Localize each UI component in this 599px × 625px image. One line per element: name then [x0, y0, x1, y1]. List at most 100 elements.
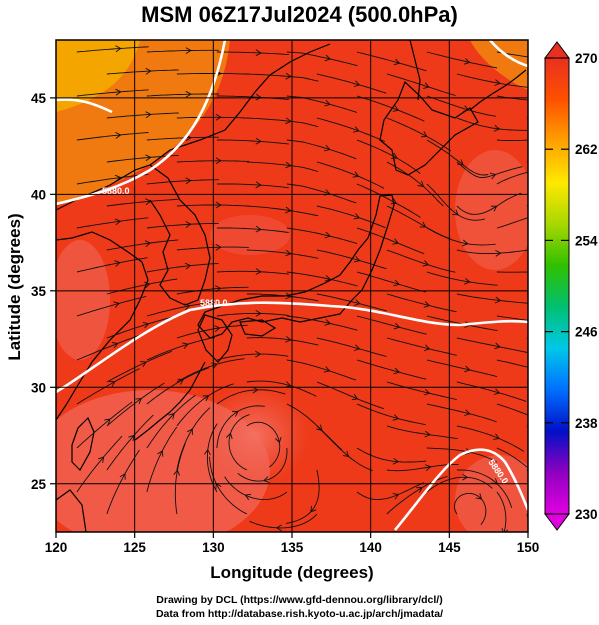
streamline-arrow	[353, 213, 361, 220]
streamline-arrow	[324, 319, 332, 326]
streamline-arrow	[391, 152, 398, 159]
streamline-arrow	[114, 218, 122, 226]
contour-5880-north-start	[56, 98, 113, 114]
streamlines	[76, 45, 528, 532]
streamline-arrow	[501, 528, 509, 532]
streamline	[286, 359, 357, 381]
streamline	[106, 414, 154, 471]
streamline	[356, 359, 427, 380]
streamline	[316, 205, 386, 229]
streamline	[286, 95, 357, 113]
streamline	[386, 337, 457, 356]
field-warm-west	[56, 240, 110, 360]
streamline-arrow	[285, 335, 292, 343]
streamline	[76, 333, 145, 361]
x-axis-title: Longitude (degrees)	[210, 563, 373, 582]
colorbar-tick-label: 254	[575, 233, 598, 248]
contour-5880-ne	[489, 40, 528, 68]
streamline	[286, 271, 358, 287]
coastline-sakhalin	[409, 40, 421, 101]
streamline	[176, 324, 248, 339]
streamline	[356, 403, 426, 426]
streamline	[356, 271, 427, 293]
coastline-korea	[149, 164, 211, 306]
streamline-arrow	[114, 260, 121, 267]
streamline-arrow	[157, 450, 164, 457]
streamline	[316, 425, 373, 472]
streamline	[456, 293, 528, 304]
coastline-philippines	[56, 489, 87, 532]
streamline	[456, 249, 528, 255]
streamline-arrow	[352, 171, 360, 178]
streamline	[456, 337, 528, 353]
y-tick-label: 45	[31, 91, 47, 106]
y-axis-title: Latitude (degrees)	[5, 213, 24, 360]
streamline-arrow	[285, 72, 292, 80]
streamline	[426, 476, 493, 493]
streamline-arrow	[215, 243, 222, 251]
streamline-arrow	[184, 262, 192, 270]
streamline	[286, 183, 357, 204]
streamline-arrow	[285, 206, 292, 214]
x-tick-label: 150	[517, 540, 540, 555]
streamline	[496, 359, 528, 368]
streamline	[426, 183, 486, 221]
coastline-china-east	[56, 231, 149, 421]
streamline	[216, 139, 289, 145]
x-tick-label: 120	[45, 540, 68, 555]
streamline-arrow	[285, 117, 292, 125]
streamline	[496, 139, 528, 141]
streamline	[496, 403, 528, 416]
streamline	[386, 381, 457, 401]
streamline-arrow	[493, 388, 501, 395]
streamline-arrow	[285, 292, 292, 300]
streamline	[456, 73, 528, 88]
credit-data-source: Data from http://database.rish.kyoto-u.a…	[155, 608, 444, 620]
streamline	[246, 249, 319, 259]
streamline-arrow	[255, 137, 262, 145]
streamline-arrow	[423, 82, 430, 89]
coastline-hokkaido	[379, 80, 479, 176]
streamline-arrow	[464, 448, 472, 455]
contour-5880-north	[56, 40, 227, 206]
streamline-arrow	[324, 54, 332, 62]
streamline-arrow	[419, 221, 427, 228]
streamline-arrow	[185, 90, 192, 98]
streamline-arrow	[104, 418, 111, 425]
streamline	[246, 337, 319, 346]
streamline-arrow	[285, 249, 292, 257]
streamline-arrow	[423, 301, 431, 308]
streamline	[426, 403, 497, 423]
streamline-arrow	[393, 322, 401, 330]
streamline	[228, 414, 250, 471]
streamline-arrow	[423, 344, 431, 352]
streamline-arrow	[390, 198, 398, 205]
colorbar-tick-label: 262	[575, 142, 598, 157]
map-title: MSM 06Z17Jul2024 (500.0hPa)	[141, 2, 458, 27]
streamline-arrow	[494, 79, 501, 86]
streamline	[356, 447, 427, 463]
axis-ticks	[50, 97, 529, 538]
contours-5880	[56, 40, 528, 531]
colorbar-tick-label: 246	[575, 325, 598, 340]
streamline	[246, 73, 319, 82]
streamline	[356, 139, 421, 174]
y-tick-label: 30	[31, 380, 46, 395]
streamline	[216, 227, 289, 233]
streamline-arrow	[353, 126, 360, 133]
streamline-arrow	[255, 49, 262, 57]
streamline-arrow	[425, 464, 432, 471]
y-tick-label: 25	[31, 477, 47, 492]
streamline	[386, 293, 457, 313]
streamline-arrow	[252, 386, 259, 394]
streamline-arrow	[140, 361, 147, 368]
streamline	[174, 443, 186, 515]
streamline-arrow	[452, 209, 459, 216]
streamline	[246, 380, 317, 397]
x-tick-label: 130	[202, 540, 225, 555]
streamline-arrow	[462, 105, 470, 112]
streamline-arrow	[108, 381, 116, 387]
streamline	[76, 173, 149, 185]
streamline	[237, 447, 288, 482]
streamline	[216, 270, 289, 275]
